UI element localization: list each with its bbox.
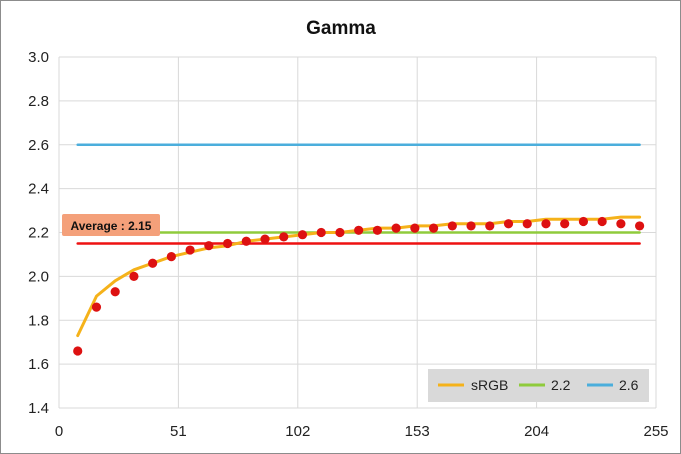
measured-gamma-point: [297, 230, 308, 240]
measured-gamma-point: [279, 232, 289, 242]
measured-gamma-point: [91, 302, 102, 312]
measured-gamma-point: [410, 223, 420, 233]
average-label: Average : 2.15: [71, 219, 152, 233]
y-tick-label: 1.8: [28, 312, 49, 329]
x-tick-label: 153: [405, 423, 430, 440]
measured-gamma-point: [335, 227, 345, 238]
measured-gamma-point: [110, 287, 120, 297]
x-tick-label: 204: [524, 423, 549, 440]
y-tick-label: 1.6: [28, 356, 49, 373]
legend-label-2-6: 2.6: [619, 377, 639, 393]
measured-gamma-point: [485, 221, 495, 231]
x-tick-label: 0: [55, 423, 63, 440]
y-tick-label: 1.4: [28, 400, 49, 417]
legend: sRGB 2.2 2.6: [428, 369, 649, 402]
measured-gamma-point: [241, 236, 251, 246]
measured-gamma-point: [316, 227, 326, 238]
measured-gamma-point: [503, 219, 514, 229]
y-tick-label: 2.8: [28, 93, 49, 110]
y-tick-label: 3.0: [28, 49, 49, 66]
legend-label-srgb: sRGB: [471, 377, 508, 393]
measured-gamma-point: [428, 223, 439, 233]
measured-gamma-point: [166, 252, 176, 262]
measured-gamma-point: [597, 216, 607, 227]
tick-labels: 1.4 1.6 1.8 2.0 2.2 2.4 2.6 2.8 3.0 0 51 102 153 204 2…: [28, 49, 668, 440]
measured-gamma-point: [354, 225, 364, 235]
measured-gamma-point: [260, 234, 270, 244]
x-tick-label: 255: [643, 423, 668, 440]
measured-gamma-point: [578, 216, 589, 227]
measured-gamma-point: [222, 238, 233, 249]
x-tick-label: 51: [170, 423, 187, 440]
measured-gamma-point: [73, 346, 83, 356]
y-tick-label: 2.4: [28, 181, 49, 198]
legend-label-2-2: 2.2: [551, 377, 571, 393]
average-label-box: [62, 214, 160, 236]
measured-gamma-point: [447, 221, 457, 231]
series-layer: [73, 143, 645, 356]
measured-gamma-point: [185, 245, 195, 255]
chart-title: Gamma: [306, 18, 376, 39]
y-tick-label: 2.2: [28, 225, 49, 242]
y-tick-label: 2.0: [28, 268, 49, 285]
measured-gamma-point: [541, 219, 551, 229]
measured-gamma-point: [372, 225, 382, 235]
measured-gamma-point: [560, 219, 570, 229]
average-annotation: Average : 2.15: [62, 214, 160, 236]
measured-gamma-point: [635, 221, 645, 231]
measured-gamma-point: [522, 219, 532, 229]
measured-gamma-point: [466, 221, 476, 231]
measured-gamma-point: [391, 223, 401, 233]
measured-gamma-point: [148, 258, 158, 268]
y-tick-label: 2.6: [28, 137, 49, 154]
measured-gamma-point: [616, 219, 626, 229]
measured-gamma-point: [204, 241, 214, 251]
x-tick-label: 102: [285, 423, 310, 440]
measured-gamma-point: [129, 271, 139, 281]
